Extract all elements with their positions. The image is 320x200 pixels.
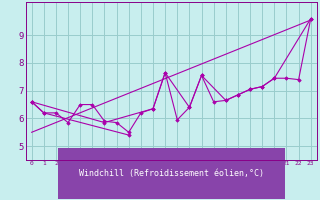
X-axis label: Windchill (Refroidissement éolien,°C): Windchill (Refroidissement éolien,°C) [79,169,264,178]
